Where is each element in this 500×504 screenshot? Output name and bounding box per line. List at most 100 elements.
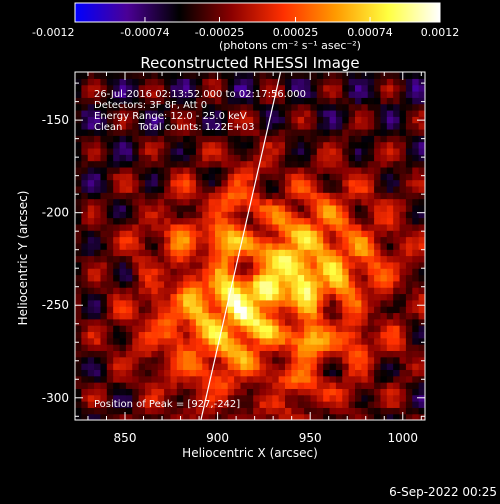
heatmap-cell <box>87 388 95 396</box>
heatmap-cell <box>361 394 369 402</box>
heatmap-cell <box>412 242 420 250</box>
heatmap-cell <box>157 160 165 168</box>
heatmap-cell <box>285 306 292 314</box>
heatmap-cell <box>195 350 203 358</box>
heatmap-cell <box>380 109 388 117</box>
heatmap-cell <box>361 299 369 307</box>
heatmap-cell <box>87 261 95 269</box>
heatmap-cell <box>221 141 229 149</box>
heatmap-cell <box>215 413 222 420</box>
heatmap-cell <box>195 179 203 187</box>
heatmap-cell <box>234 154 242 162</box>
heatmap-cell <box>246 173 254 181</box>
heatmap-cell <box>374 249 382 257</box>
heatmap-cell <box>170 394 178 402</box>
heatmap-cell <box>374 179 382 187</box>
heatmap-cell <box>285 78 292 86</box>
heatmap-cell <box>367 147 375 155</box>
heatmap-cell <box>297 122 305 130</box>
heatmap-cell <box>132 103 140 111</box>
heatmap-cell <box>291 103 299 111</box>
heatmap-cell <box>157 369 165 377</box>
heatmap-cell <box>164 242 172 250</box>
heatmap-cell <box>227 325 235 333</box>
heatmap-cell <box>310 84 318 92</box>
heatmap-cell <box>342 375 350 383</box>
heatmap-cell <box>227 356 235 364</box>
heatmap-cell <box>278 109 286 117</box>
heatmap-cell <box>138 166 146 174</box>
heatmap-cell <box>348 236 356 244</box>
heatmap-cell <box>399 242 407 250</box>
heatmap-cell <box>259 223 267 231</box>
heatmap-cell <box>405 293 413 301</box>
heatmap-cell <box>164 192 172 200</box>
heatmap-cell <box>272 154 280 162</box>
heatmap-cell <box>75 217 82 225</box>
heatmap-cell <box>170 236 178 244</box>
heatmap-cell <box>316 192 324 200</box>
heatmap-cell <box>157 261 165 269</box>
heatmap-cell <box>119 394 127 402</box>
heatmap-cell <box>278 318 286 326</box>
heatmap-cell <box>278 141 286 149</box>
heatmap-cell <box>119 217 127 225</box>
heatmap-cell <box>272 204 280 212</box>
heatmap-cell <box>335 141 343 149</box>
heatmap-cell <box>132 154 140 162</box>
heatmap-cell <box>125 154 133 162</box>
heatmap-cell <box>310 312 318 320</box>
heatmap-cell <box>335 401 343 408</box>
heatmap-cell <box>132 236 140 244</box>
heatmap-cell <box>272 236 280 244</box>
heatmap-cell <box>113 198 121 206</box>
heatmap-cell <box>240 413 248 420</box>
heatmap-cell <box>132 413 140 420</box>
heatmap-cell <box>393 249 401 257</box>
heatmap-cell <box>278 230 286 238</box>
heatmap-cell <box>208 173 216 181</box>
heatmap-cell <box>316 369 324 377</box>
heatmap-cell <box>221 185 229 193</box>
heatmap-cell <box>119 160 127 168</box>
heatmap-cell <box>87 198 95 206</box>
heatmap-cell <box>399 274 407 282</box>
heatmap-cell <box>234 356 242 364</box>
heatmap-cell <box>367 388 375 396</box>
heatmap-cell <box>399 109 407 117</box>
heatmap-cell <box>405 122 413 130</box>
heatmap-cell <box>265 401 273 408</box>
heatmap-cell <box>227 103 235 111</box>
heatmap-cell <box>380 217 388 225</box>
heatmap-cell <box>335 198 343 206</box>
heatmap-cell <box>355 90 362 98</box>
heatmap-cell <box>94 293 102 301</box>
heatmap-cell <box>304 261 312 269</box>
heatmap-cell <box>265 97 273 105</box>
heatmap-cell <box>170 185 178 193</box>
heatmap-cell <box>329 242 337 250</box>
heatmap-cell <box>405 173 413 181</box>
heatmap-cell <box>329 78 337 86</box>
heatmap-cell <box>227 204 235 212</box>
heatmap-cell <box>125 192 133 200</box>
heatmap-cell <box>151 312 159 320</box>
heatmap-cell <box>106 401 114 408</box>
heatmap-cell <box>208 388 216 396</box>
heatmap-cell <box>418 230 425 238</box>
heatmap-cell <box>75 274 82 282</box>
heatmap-cell <box>208 344 216 351</box>
heatmap-cell <box>246 331 254 339</box>
heatmap-cell <box>81 249 89 257</box>
heatmap-cell <box>202 306 210 314</box>
heatmap-cell <box>386 185 394 193</box>
heatmap-cell <box>75 318 82 326</box>
heatmap-cell <box>367 204 375 212</box>
heatmap-cell <box>221 268 229 276</box>
peak-position-label: Position of Peak = [927,-242] <box>94 399 240 410</box>
heatmap-cell <box>323 325 331 333</box>
heatmap-cell <box>253 109 261 117</box>
heatmap-cell <box>234 97 242 105</box>
heatmap-cell <box>138 179 146 187</box>
heatmap-cell <box>405 78 413 86</box>
